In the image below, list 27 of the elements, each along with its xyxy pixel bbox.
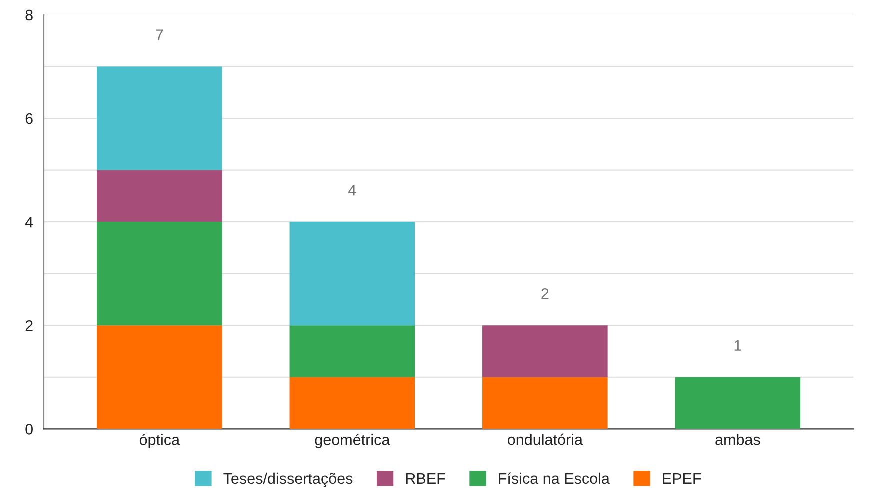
bar — [97, 326, 222, 430]
bar — [290, 377, 416, 430]
y-tick-label: 8 — [26, 10, 33, 21]
x-tick-label: ondulatória — [508, 434, 583, 446]
bar — [290, 222, 416, 326]
bar — [97, 170, 222, 222]
y-tick-label: 2 — [26, 320, 33, 332]
y-tick-label: 4 — [25, 217, 34, 228]
legend-label: EPEF — [663, 473, 702, 484]
bar — [290, 326, 416, 378]
bar — [97, 222, 222, 326]
legend-label: RBEF — [406, 473, 446, 484]
total-label: 2 — [542, 288, 549, 300]
total-label: 7 — [156, 30, 164, 40]
x-tick-label: geométrica — [315, 434, 390, 448]
bar — [97, 66, 222, 170]
total-label: 1 — [734, 340, 742, 351]
legend-label: Física na Escola — [499, 472, 610, 484]
x-tick-label: óptica — [140, 434, 180, 448]
x-tick-label: ambas — [716, 434, 760, 446]
bar — [482, 377, 608, 430]
legend-label: Teses/dissertações — [224, 472, 353, 488]
y-tick-label: 6 — [26, 113, 33, 124]
total-label: 4 — [348, 185, 356, 196]
y-tick-label: 0 — [26, 424, 33, 435]
bar — [675, 377, 801, 430]
bar — [482, 326, 608, 378]
